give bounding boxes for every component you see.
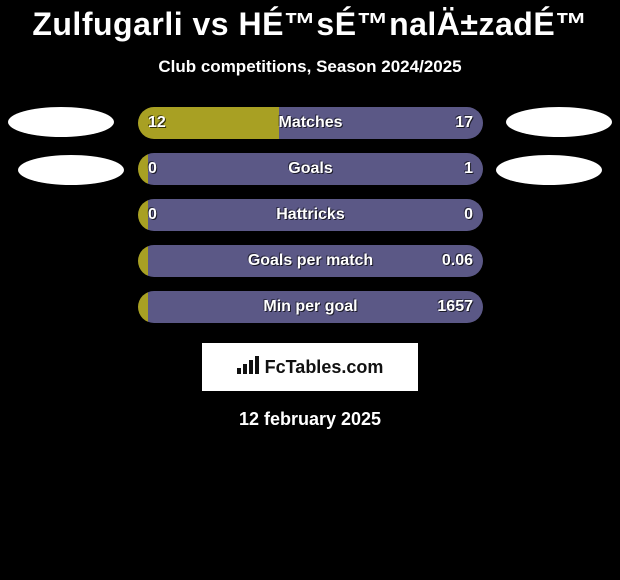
- stat-bar-right: [148, 153, 483, 185]
- stat-value-right: 1: [464, 153, 473, 185]
- stat-row: 0.06Goals per match: [0, 237, 620, 283]
- stat-bar-left: [138, 153, 148, 185]
- stat-value-right: 0.06: [442, 245, 473, 277]
- player-left-marker: [18, 155, 124, 185]
- stat-bar-right: [279, 107, 483, 139]
- page-subtitle: Club competitions, Season 2024/2025: [0, 57, 620, 77]
- stat-bar-left: [138, 199, 148, 231]
- stat-bar-right: [148, 199, 483, 231]
- page-title: Zulfugarli vs HÉ™sÉ™nalÄ±zadÉ™: [0, 0, 620, 43]
- comparison-infographic: Zulfugarli vs HÉ™sÉ™nalÄ±zadÉ™ Club comp…: [0, 0, 620, 580]
- stat-row: 1217Matches: [0, 99, 620, 145]
- bars-icon: [237, 356, 259, 379]
- player-right-marker: [506, 107, 612, 137]
- stat-bar-left: [138, 291, 148, 323]
- stat-bar: 01Goals: [138, 153, 483, 185]
- player-right-marker: [496, 155, 602, 185]
- stat-bar: 0.06Goals per match: [138, 245, 483, 277]
- stat-bar: 1217Matches: [138, 107, 483, 139]
- stat-value-right: 1657: [437, 291, 473, 323]
- stat-row: 00Hattricks: [0, 191, 620, 237]
- brand-label: FcTables.com: [265, 357, 384, 378]
- stat-value-left: 12: [148, 107, 166, 139]
- stat-value-right: 0: [464, 199, 473, 231]
- stat-value-left: 0: [148, 199, 157, 231]
- stat-rows: 1217Matches01Goals00Hattricks0.06Goals p…: [0, 99, 620, 329]
- stat-bar: 1657Min per goal: [138, 291, 483, 323]
- stat-value-right: 17: [455, 107, 473, 139]
- player-left-marker: [8, 107, 114, 137]
- stat-row: 1657Min per goal: [0, 283, 620, 329]
- brand-badge[interactable]: FcTables.com: [202, 343, 418, 391]
- stat-bar-right: [148, 245, 483, 277]
- stat-value-left: 0: [148, 153, 157, 185]
- stat-row: 01Goals: [0, 145, 620, 191]
- stat-bar-left: [138, 245, 148, 277]
- update-date: 12 february 2025: [0, 409, 620, 430]
- stat-bar-right: [148, 291, 483, 323]
- stat-bar: 00Hattricks: [138, 199, 483, 231]
